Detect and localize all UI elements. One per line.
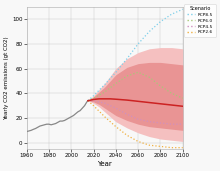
Y-axis label: Yearly CO2 emissions (gt CO2): Yearly CO2 emissions (gt CO2) [4, 36, 9, 120]
Legend: RCP8.5, RCP6.0, RCP4.5, RCP2.6: RCP8.5, RCP6.0, RCP4.5, RCP2.6 [184, 4, 216, 37]
X-axis label: Year: Year [97, 161, 112, 167]
